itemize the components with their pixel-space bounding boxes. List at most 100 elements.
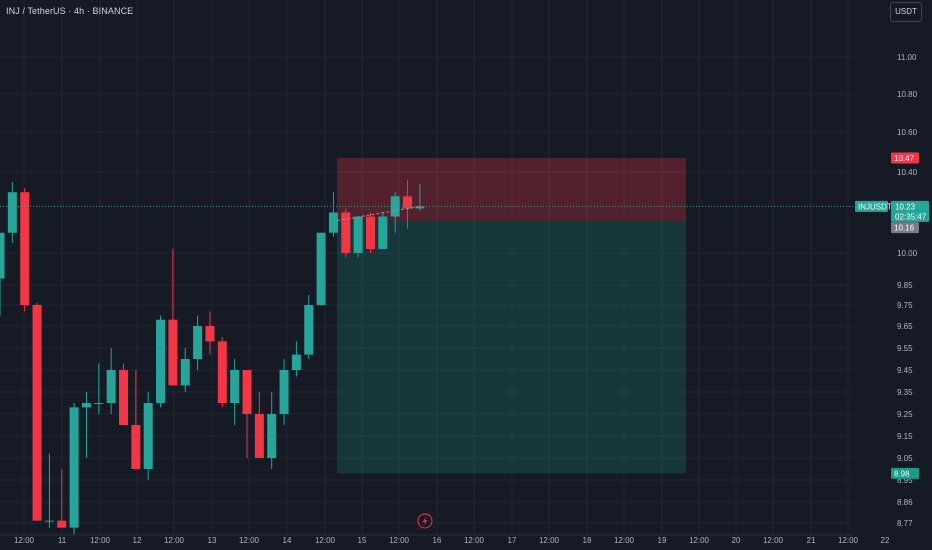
bar-countdown-label: 02:35:47 — [895, 212, 927, 221]
candle-body — [57, 520, 67, 528]
candle — [44, 453, 54, 528]
candle-body — [143, 403, 153, 469]
candle-body — [32, 305, 42, 521]
candle — [291, 341, 301, 377]
time-tick-label: 19 — [658, 536, 667, 545]
symbol-tag-label: INJUSDT — [858, 202, 892, 211]
time-tick-label: 21 — [807, 536, 816, 545]
candle-body — [205, 326, 215, 342]
candle — [168, 248, 178, 386]
time-tick-label: 17 — [508, 536, 517, 545]
candle-body — [353, 216, 363, 253]
candle-body — [106, 370, 116, 403]
price-tick-label: 9.55 — [897, 344, 913, 353]
stop-loss-price-label: 10.47 — [894, 154, 915, 163]
candle — [304, 295, 314, 359]
time-tick-label: 18 — [583, 536, 592, 545]
candle-body — [119, 370, 128, 425]
candle — [341, 208, 351, 258]
candle-body — [316, 232, 326, 305]
symbol-price-tag: INJUSDT — [855, 200, 892, 212]
candle — [316, 232, 326, 305]
chart-grid — [0, 0, 853, 535]
candle-body — [291, 354, 301, 370]
candle-body — [279, 370, 289, 414]
candle — [0, 232, 5, 316]
candle-body — [230, 370, 240, 403]
candle — [69, 403, 79, 535]
time-tick-label: 12:00 — [14, 536, 35, 545]
time-tick-label: 12:00 — [464, 536, 485, 545]
time-axis[interactable]: 12:00 11 12:00 12 12:00 13 12:00 14 12:00 15 12:00… — [0, 534, 890, 545]
take-profit-price-tag: 8.98 — [891, 467, 919, 479]
stop-loss-zone[interactable] — [337, 158, 686, 221]
candle-body — [81, 403, 91, 408]
price-axis-background — [853, 0, 932, 550]
candle — [415, 184, 425, 211]
price-tick-label: 9.85 — [897, 281, 913, 290]
candle-body — [366, 216, 375, 249]
candle-body — [69, 407, 79, 528]
candle-body — [217, 341, 227, 403]
candle — [353, 216, 363, 258]
time-tick-label: 20 — [732, 536, 741, 545]
candle — [328, 192, 338, 237]
candle-body — [180, 359, 190, 386]
last-price-label: 10.23 — [895, 202, 916, 211]
time-tick-label: 22 — [881, 536, 890, 545]
candle-body — [0, 232, 5, 279]
candle — [131, 370, 141, 469]
price-axis[interactable]: 11.00 10.80 10.60 10.40 10.00 9.85 9.75 9.65 9.5… — [853, 0, 932, 550]
take-profit-zone[interactable] — [337, 220, 686, 474]
last-price-tag: 10.23 02:35:47 — [891, 200, 929, 222]
price-tick-label: 11.00 — [897, 53, 917, 62]
price-tick-label: 9.25 — [897, 410, 913, 419]
time-tick-label: 12:00 — [239, 536, 260, 545]
symbol-title[interactable]: INJ / TetherUS · 4h · BINANCE — [6, 6, 134, 16]
candle-body — [7, 192, 17, 233]
price-tick-label: 9.65 — [897, 322, 913, 331]
candle-body — [94, 403, 104, 404]
price-tick-label: 10.40 — [897, 168, 918, 177]
candle — [119, 363, 128, 425]
entry-price-label: 10.16 — [894, 224, 915, 233]
time-tick-label: 11 — [58, 536, 67, 545]
price-tick-label: 9.35 — [897, 388, 913, 397]
price-tick-label: 9.15 — [897, 432, 913, 441]
candle — [143, 392, 153, 480]
candlestick-series — [0, 180, 425, 535]
candle-body — [254, 414, 264, 458]
candle — [57, 469, 67, 528]
candle — [205, 311, 215, 355]
position-tool[interactable] — [337, 158, 686, 474]
price-tick-label: 9.75 — [897, 301, 913, 310]
candle-body — [20, 192, 30, 305]
currency-button[interactable]: USDT — [890, 2, 922, 22]
candle-body — [131, 425, 141, 469]
time-tick-label: 12:00 — [90, 536, 111, 545]
price-tick-label: 8.95 — [897, 476, 913, 485]
candle — [267, 392, 277, 469]
position-entry-line — [336, 205, 421, 222]
time-tick-label: 12:00 — [389, 536, 410, 545]
price-tick-label: 10.60 — [897, 128, 918, 137]
candle-body — [44, 520, 54, 522]
time-tick-label: 12:00 — [164, 536, 185, 545]
candle — [217, 337, 227, 408]
time-tick-label: 12:00 — [838, 536, 859, 545]
candle — [254, 392, 264, 458]
candle — [279, 359, 289, 425]
candle — [106, 348, 116, 414]
candle-body — [304, 305, 314, 355]
candle-body — [328, 212, 338, 233]
candle — [378, 212, 388, 249]
time-tick-label: 12:00 — [315, 536, 336, 545]
candle-body — [193, 326, 203, 359]
price-tick-label: 10.00 — [897, 249, 918, 258]
candle — [390, 192, 400, 233]
price-tick-label: 10.80 — [897, 90, 918, 99]
candle — [180, 348, 190, 392]
candle — [366, 212, 375, 253]
lightning-icon[interactable] — [417, 513, 433, 529]
